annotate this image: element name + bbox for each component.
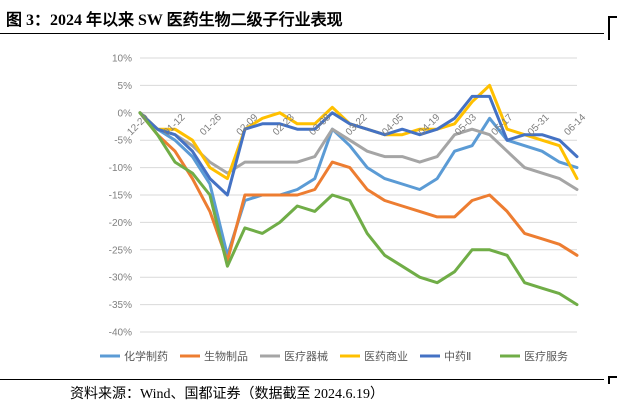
x-tick-label: 04-19: [417, 112, 443, 138]
legend-label: 医疗器械: [284, 349, 328, 363]
legend-label: 生物制品: [204, 349, 248, 363]
figure-title: 图 3：2024 年以来 SW 医药生物二级子行业表现: [6, 12, 343, 29]
line-chart: 10% 5% 0% -5% -10% -15% -20% -25% -30% -35% -40% 1…: [100, 54, 588, 363]
x-tick-label: 01-26: [198, 112, 224, 138]
y-tick-label: -30%: [109, 273, 132, 284]
title-rule: [0, 33, 604, 34]
legend-label: 化学制药: [124, 349, 168, 363]
series-lines: [138, 83, 579, 307]
series-line: [138, 111, 579, 263]
y-tick-label: -5%: [114, 136, 132, 147]
y-tick-label: -25%: [109, 245, 132, 256]
legend-label: 医药商业: [364, 349, 408, 363]
y-tick-label: -35%: [109, 300, 132, 311]
y-tick-label: -15%: [109, 191, 132, 202]
series-line: [138, 111, 579, 191]
y-tick-label: -10%: [109, 163, 132, 174]
legend-label: 中药Ⅱ: [444, 350, 471, 363]
y-tick-label: 10%: [112, 54, 132, 65]
gridlines: [140, 57, 577, 333]
x-tick-label: 06-14: [562, 112, 588, 138]
y-tick-label: 0%: [118, 108, 133, 119]
source-rule: [0, 379, 604, 380]
legend-label: 医疗服务: [524, 349, 568, 363]
series-line: [138, 111, 579, 307]
adjacent-figure-edge-bottom: [608, 376, 617, 384]
legend: 化学制药 生物制品 医疗器械 医药商业 中药Ⅱ 医疗服务: [100, 349, 568, 363]
source-note: 资料来源：Wind、国都证券（数据截至 2024.6.19）: [70, 387, 385, 402]
series-line: [138, 94, 579, 197]
y-tick-label: -40%: [109, 328, 132, 339]
x-tick-label: 03-22: [344, 112, 370, 138]
adjacent-figure-edge: [608, 16, 617, 40]
y-tick-label: -20%: [109, 218, 132, 229]
y-axis-ticks: 10% 5% 0% -5% -10% -15% -20% -25% -30% -35% -40%: [109, 54, 132, 339]
y-tick-label: 5%: [118, 81, 133, 92]
